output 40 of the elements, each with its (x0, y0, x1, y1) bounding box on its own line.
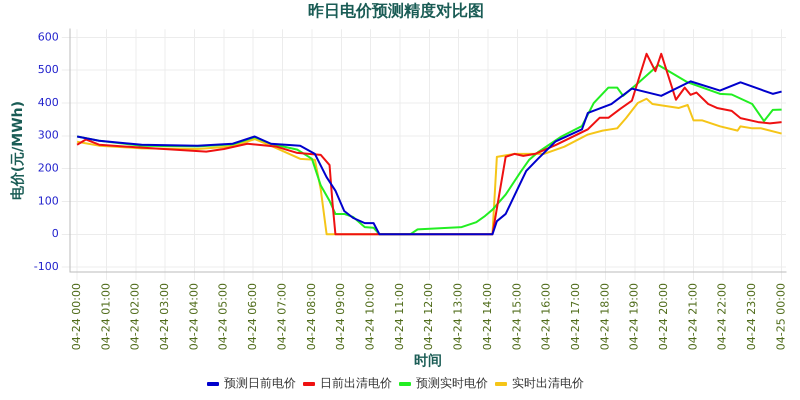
x-tick-label: 04-24 19:00 (628, 283, 641, 350)
x-tick-label: 04-24 13:00 (452, 283, 465, 350)
x-tick-label: 04-24 01:00 (99, 283, 112, 350)
y-tick-label: 600 (38, 30, 59, 44)
x-tick-label: 04-24 02:00 (128, 283, 142, 350)
x-tick-label: 04-24 04:00 (187, 283, 200, 350)
chart-title: 昨日电价预测精度对比图 (308, 0, 484, 20)
x-tick-label: 04-24 23:00 (745, 283, 758, 350)
x-tick-label: 04-24 08:00 (304, 283, 318, 350)
x-tick-label: 04-24 17:00 (568, 283, 582, 350)
x-tick-label: 04-24 12:00 (422, 283, 436, 350)
x-axis-title: 时间 (414, 353, 442, 370)
y-tick-label: -100 (34, 260, 59, 273)
x-tick-label: 04-24 00:00 (70, 283, 83, 350)
x-tick-label: 04-25 00:00 (774, 283, 788, 350)
y-axis-title: 电价(元/MWh) (10, 100, 26, 200)
y-tick-label: 400 (38, 96, 59, 109)
x-tick-label: 04-24 16:00 (540, 283, 553, 350)
x-tick-label: 04-24 06:00 (246, 283, 260, 350)
x-tick-label: 04-24 15:00 (510, 283, 524, 350)
legend-label: 日前出清电价 (320, 376, 392, 390)
y-tick-label: 500 (38, 63, 59, 76)
x-tick-label: 04-24 09:00 (334, 283, 348, 350)
x-tick-label: 04-24 10:00 (364, 283, 376, 350)
legend-label: 实时出清电价 (512, 376, 584, 390)
y-tick-label: 300 (38, 128, 59, 142)
x-tick-label: 04-24 07:00 (275, 283, 288, 350)
x-tick-label: 04-24 14:00 (480, 283, 494, 350)
y-tick-label: 100 (38, 194, 59, 208)
x-tick-label: 04-24 05:00 (216, 283, 230, 350)
x-tick-label: 04-24 21:00 (686, 283, 700, 350)
x-tick-label: 04-24 18:00 (598, 283, 612, 350)
x-tick-label: 04-24 03:00 (158, 283, 172, 350)
y-tick-label: 0 (52, 227, 59, 240)
legend-label: 预测实时电价 (416, 376, 488, 390)
y-tick-label: 200 (38, 162, 59, 175)
x-tick-label: 04-24 11:00 (392, 283, 406, 350)
x-tick-label: 04-24 20:00 (657, 283, 670, 350)
legend-label: 预测日前电价 (224, 376, 296, 390)
x-tick-label: 04-24 22:00 (716, 283, 729, 350)
